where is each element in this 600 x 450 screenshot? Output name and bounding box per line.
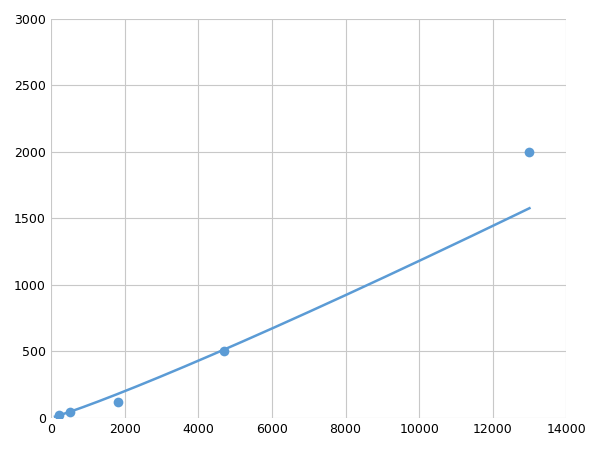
Point [220,347,229,355]
Point [54,411,64,418]
Point [113,398,122,405]
Point [524,148,534,155]
Point [65,409,74,416]
